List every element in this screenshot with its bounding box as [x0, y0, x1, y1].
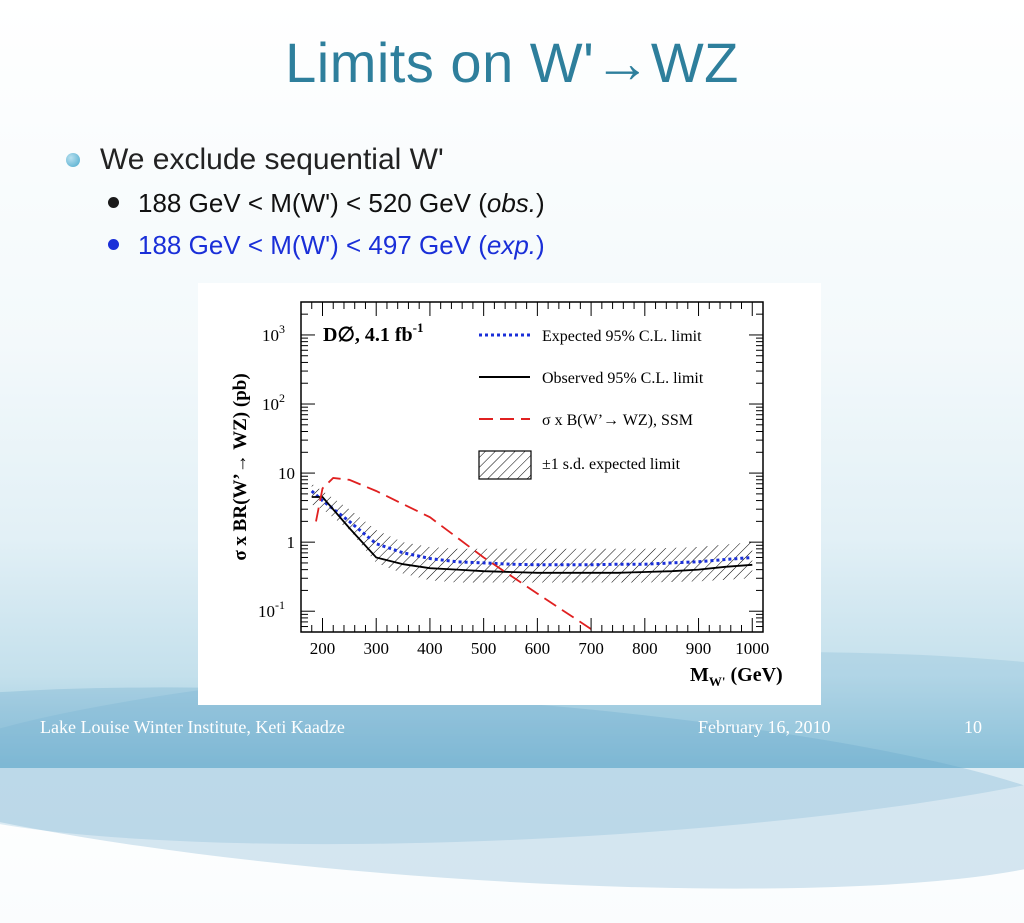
sub-bullet-expected: 188 GeV < M(W') < 497 GeV (exp.)	[60, 226, 545, 264]
legend-observed-label: Observed 95% C.L. limit	[542, 370, 704, 387]
sub-bullet-close: )	[536, 188, 545, 218]
y-tick-label: 10-1	[258, 598, 285, 621]
footer-page-number: 10	[964, 717, 982, 737]
band-expected-1sd	[311, 483, 753, 583]
x-tick-label: 800	[632, 639, 658, 658]
x-axis-label: MW' (GeV)	[690, 664, 783, 689]
y-tick-label: 1	[287, 533, 296, 552]
bullet-dot-icon	[66, 153, 80, 167]
y-axis-label: σ x BR(W’→ WZ) (pb)	[230, 373, 251, 560]
series-observed-limit	[311, 496, 753, 574]
experiment-label: D∅, 4.1 fb-1	[323, 320, 424, 346]
legend: Expected 95% C.L. limit Observed 95% C.L…	[478, 328, 704, 480]
bullet-main-text: We exclude sequential W'	[100, 143, 444, 176]
series-ssm-cross-section	[315, 477, 592, 630]
x-tick-label: 500	[471, 639, 497, 658]
y-tick-label: 10	[278, 464, 295, 483]
bullet-dot-icon	[108, 239, 119, 250]
sub-bullet-text: 188 GeV < M(W') < 520 GeV (	[138, 188, 487, 218]
y-tick-label: 103	[262, 322, 285, 345]
x-tick-label: 600	[525, 639, 551, 658]
limit-plot: 200 300 400 500 600 700 800 900 1000 10-1 1 10 102 10…	[198, 283, 821, 705]
bullet-main: We exclude sequential W'	[60, 140, 545, 180]
footer-left: Lake Louise Winter Institute, Keti Kaadz…	[40, 717, 345, 737]
sub-bullet-italic: obs.	[486, 188, 537, 218]
x-tick-label: 700	[578, 639, 604, 658]
series-expected-limit	[310, 489, 753, 567]
x-tick-label: 300	[363, 639, 389, 658]
bullet-dot-icon	[108, 197, 119, 208]
sub-bullet-italic: exp.	[486, 230, 537, 260]
x-tick-label: 200	[310, 639, 336, 658]
footer-date: February 16, 2010	[698, 717, 831, 737]
y-tick-label: 102	[262, 391, 285, 414]
x-tick-label: 900	[686, 639, 712, 658]
slide-title: Limits on W'→WZ	[285, 31, 739, 94]
x-tick-label: 1000	[735, 639, 769, 658]
sub-bullet-text: 188 GeV < M(W') < 497 GeV (	[138, 230, 487, 260]
legend-expected-label: Expected 95% C.L. limit	[542, 328, 702, 345]
plot-frame	[300, 301, 764, 633]
bullet-list: We exclude sequential W' 188 GeV < M(W')…	[60, 140, 545, 264]
legend-band-swatch	[478, 450, 532, 480]
sub-bullet-close: )	[536, 230, 545, 260]
legend-band-label: ±1 s.d. expected limit	[542, 456, 681, 473]
sub-bullet-observed: 188 GeV < M(W') < 520 GeV (obs.)	[60, 184, 545, 222]
limit-plot-svg: 200 300 400 500 600 700 800 900 1000 10-1 1 10 102 10…	[230, 301, 783, 689]
legend-ssm-label: σ x B(W’→ WZ), SSM	[542, 412, 693, 429]
x-tick-label: 400	[417, 639, 443, 658]
